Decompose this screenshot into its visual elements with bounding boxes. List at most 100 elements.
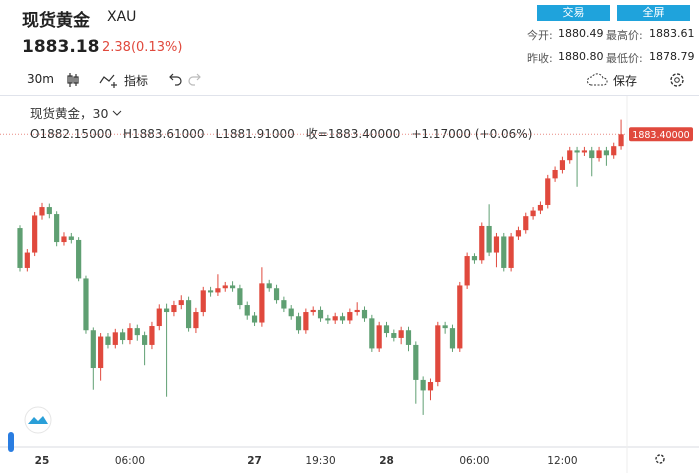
symbol: XAU xyxy=(107,9,137,25)
axis-settings[interactable] xyxy=(655,454,665,464)
candle-body xyxy=(251,315,258,323)
change: 2.38(0.13%) xyxy=(102,40,183,55)
candle-body xyxy=(24,252,30,268)
stat-value: 1880.49 xyxy=(558,27,604,40)
last-price-box xyxy=(629,127,693,142)
side-tab[interactable] xyxy=(8,432,14,452)
toolbar-icons xyxy=(67,73,201,88)
title: 现货黄金 xyxy=(22,11,90,31)
candle-body xyxy=(611,146,617,156)
candle-body xyxy=(17,228,23,268)
separator xyxy=(0,95,699,96)
candle-body xyxy=(545,178,551,205)
candle-body xyxy=(156,308,162,327)
stat-value: 1880.80 xyxy=(558,50,604,63)
candle-body xyxy=(376,325,382,349)
candle-body xyxy=(303,312,309,331)
candle-body xyxy=(332,316,338,321)
candle-body xyxy=(581,150,588,153)
candle-body xyxy=(54,214,60,243)
candle-body xyxy=(479,225,485,261)
candle-body xyxy=(442,325,448,329)
candle-body xyxy=(413,344,419,380)
readout-item: O1882.15000 xyxy=(30,127,112,141)
candle-body xyxy=(281,300,287,309)
readout-item: H1883.61000 xyxy=(123,127,205,141)
candle-body xyxy=(185,300,192,329)
candle-body xyxy=(567,150,573,161)
candle-body xyxy=(618,134,624,147)
interval[interactable]: 30m xyxy=(27,72,54,86)
indicators[interactable]: 指标 xyxy=(124,74,149,88)
stat-label: 昨收: xyxy=(527,52,553,65)
logo-mark xyxy=(28,416,48,424)
legend: 现货黄金，30 xyxy=(30,106,108,121)
candle-body xyxy=(112,332,118,345)
x-tick-label: 12:00 xyxy=(547,455,577,467)
x-tick-label: 19:30 xyxy=(305,455,335,467)
candle-body xyxy=(120,332,126,341)
cloud-icon xyxy=(587,73,608,86)
stat-label: 最高价: xyxy=(606,29,643,42)
candle-body xyxy=(134,328,140,336)
candle-body xyxy=(369,318,375,349)
legend-chevron xyxy=(112,110,122,116)
candle-body xyxy=(552,169,558,179)
candle-body xyxy=(310,309,316,313)
candle-body xyxy=(207,290,214,293)
candle-body xyxy=(574,150,580,153)
candle-body xyxy=(288,308,294,317)
candle-body xyxy=(244,305,250,316)
candle-body xyxy=(149,326,155,345)
last-price-label: 1883.40000 xyxy=(632,130,689,141)
logo xyxy=(24,406,52,434)
candle-body xyxy=(105,336,111,345)
candle-body xyxy=(222,285,228,289)
candle-body xyxy=(361,309,368,319)
candle-body xyxy=(178,300,184,306)
stat-label: 最低价: xyxy=(606,52,643,65)
candle-body xyxy=(295,316,302,331)
candle-body xyxy=(164,308,170,313)
candle-body xyxy=(530,210,536,217)
candle-body xyxy=(464,256,470,286)
candle-body xyxy=(229,285,236,289)
price: 1883.18 xyxy=(22,37,100,57)
candle-body xyxy=(259,283,265,323)
candle-body xyxy=(32,215,38,253)
candle-body xyxy=(76,239,82,279)
candle-body xyxy=(471,256,478,261)
candle-body xyxy=(508,236,514,268)
candle-body xyxy=(589,150,595,159)
candle-body xyxy=(354,309,360,313)
stat-value: 1883.61 xyxy=(649,27,695,40)
candle-body xyxy=(200,290,206,313)
candle-body xyxy=(427,382,434,391)
candle-body xyxy=(266,283,272,289)
candle-body xyxy=(559,160,566,170)
stat-value: 1878.79 xyxy=(649,50,695,63)
candle-body xyxy=(391,333,397,338)
x-tick-label: 06:00 xyxy=(459,455,489,467)
candle-body xyxy=(420,379,426,391)
candle-body xyxy=(493,236,500,253)
candle-body xyxy=(83,278,89,331)
trade-button[interactable]: 交易 xyxy=(537,5,610,21)
candle-body xyxy=(339,316,346,321)
candle-body xyxy=(39,207,45,216)
candle-body xyxy=(98,336,104,369)
candle-body xyxy=(171,305,177,313)
candle-body xyxy=(486,225,492,253)
settings-icon[interactable] xyxy=(668,71,686,89)
candle-body xyxy=(325,318,331,321)
candle-body xyxy=(237,288,243,306)
candle-body xyxy=(537,204,544,211)
candle-body xyxy=(193,312,199,329)
fullscreen-button[interactable]: 全屏 xyxy=(617,5,690,21)
x-tick-label: 28 xyxy=(379,455,394,467)
candle-body xyxy=(61,236,67,243)
save[interactable]: 保存 xyxy=(613,74,638,88)
x-tick-label: 06:00 xyxy=(115,455,145,467)
